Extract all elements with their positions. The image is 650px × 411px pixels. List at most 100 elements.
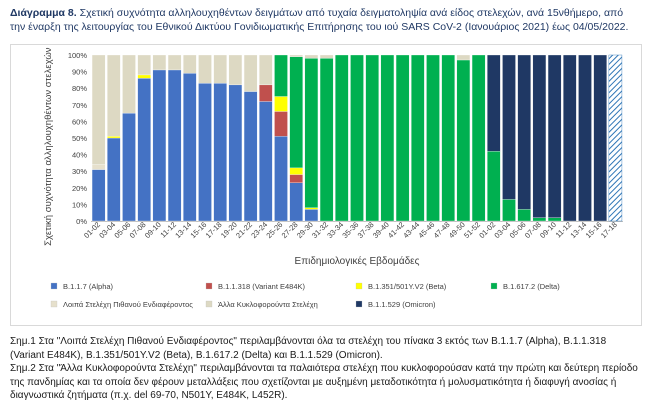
bar-segment [502,199,516,222]
bar-segment [167,69,182,222]
legend-swatch [490,282,498,290]
bar-segment [411,54,425,222]
bar-segment [259,54,273,86]
bar-segment [183,54,197,74]
bar-segment [456,59,471,222]
y-tick-label: 10% [72,200,87,209]
y-tick-label: 100% [68,51,88,60]
bar-segment [107,136,121,139]
stacked-bar-chart: 0%10%20%30%40%50%60%70%80%90%100% 01-020… [43,45,623,309]
bar-segment [289,182,303,222]
bar-segment [304,209,319,222]
bar-segment [335,54,349,222]
legend-swatch [50,300,58,308]
bar-segment [517,209,531,222]
x-tick-label: 29-30 [295,220,315,240]
bar-segment [289,167,303,175]
x-tick-label: 13-14 [568,220,588,240]
x-tick-label: 39-40 [371,220,391,240]
caption-label: Διάγραμμα 8. [10,7,77,19]
bar-segment [137,74,151,79]
bar-segment [259,84,273,102]
x-tick-label: 51-52 [462,220,482,240]
y-tick-label: 40% [72,151,87,160]
x-tick-label: 45-46 [416,220,436,240]
legend-swatch [205,300,213,308]
bar-segment [319,58,334,222]
bar-segment [198,83,212,222]
bar-segment [183,73,197,222]
bar-segment [487,151,501,222]
bar-segment [289,56,303,169]
bar-segment-hatched [608,54,623,222]
bar-segment [456,54,471,61]
y-tick-label: 30% [72,167,87,176]
bar-segment [152,69,167,222]
bar-segment [91,164,106,170]
bar-segment [122,112,136,222]
bar-segment [304,58,319,208]
note-1: Σημ.1 Στα "Λοιπά Στελέχη Πιθανού Ενδιαφέ… [10,336,607,361]
bar-segment [471,54,486,222]
bar-segment [167,54,182,71]
bar-segment [304,207,319,210]
legend-label: Άλλα Κυκλοφορούντα Στελέχη [218,300,318,309]
legend-label: B.1.1.318 (Variant E484K) [218,282,305,291]
bar-segment [107,54,121,137]
x-tick-label: 27-28 [280,220,300,240]
x-tick-label: 05-06 [112,220,132,240]
bar-segment [350,54,364,222]
x-tick-label: 33-34 [325,220,345,240]
x-tick-label: 35-36 [340,220,360,240]
bar-segment [487,54,501,152]
x-tick-label: 37-38 [356,220,376,240]
x-axis-title: Επιδημιολογικές Εβδομάδες [295,255,420,267]
bar-segment [152,54,167,71]
x-tick-label: 21-22 [234,220,254,240]
bar-segment [578,54,592,222]
bar-segment [395,54,410,222]
x-tick-label: 25-26 [264,220,284,240]
bar-segment [319,54,334,59]
y-tick-label: 80% [72,84,87,93]
y-tick-label: 50% [72,134,87,143]
legend-label: Λοιπά Στελέχη Πιθανού Ενδιαφέροντος [63,300,193,309]
bar-segment [563,54,577,222]
bar-segment [243,91,258,222]
bar-segment [228,84,243,222]
y-tick-label: 20% [72,184,87,193]
bar-segment [547,54,562,218]
legend-swatch [355,282,363,290]
x-tick-label: 49-50 [447,220,467,240]
bar-segment [426,54,440,222]
bar-segment [517,54,531,210]
bar-segment [289,54,303,57]
chart-frame: 0% 10% 20% 30% 40% 50% 60% 70% 80% 90% 100% 01-02 0… [10,44,642,326]
bar-segment [137,78,151,222]
x-tick-label: 09-10 [538,220,558,240]
bar-segment [274,54,288,97]
bar-segment [593,54,607,222]
bar-segment [380,54,395,222]
bar-segment [137,54,151,76]
legend-label: B.1.351/501Y.V2 (Beta) [368,282,447,291]
x-tick-label: 15-16 [188,220,208,240]
x-tick-label: 15-16 [584,220,604,240]
y-axis-title: Σχετική συχνότητα αλληλουχηθέντων στελεχ… [43,45,54,246]
y-tick-label: 60% [72,117,87,126]
bar-segment [91,169,106,222]
x-tick-label: 19-20 [219,220,239,240]
legend-label: B.1.1.529 (Omicron) [368,300,436,309]
x-tick-label: 13-14 [173,220,193,240]
bar-segment [274,111,288,137]
legend-swatch [205,282,213,290]
x-tick-label: 41-42 [386,220,406,240]
chart-notes: Σημ.1 Στα "Λοιπά Στελέχη Πιθανού Ενδιαφέ… [10,335,640,403]
legend-swatch [50,282,58,290]
x-tick-label: 31-32 [310,220,330,240]
x-tick-label: 07-08 [523,220,543,240]
x-tick-label: 05-06 [508,220,528,240]
x-tick-label: 09-10 [143,220,163,240]
y-tick-label: 70% [72,101,87,110]
x-tick-label: 07-08 [128,220,148,240]
